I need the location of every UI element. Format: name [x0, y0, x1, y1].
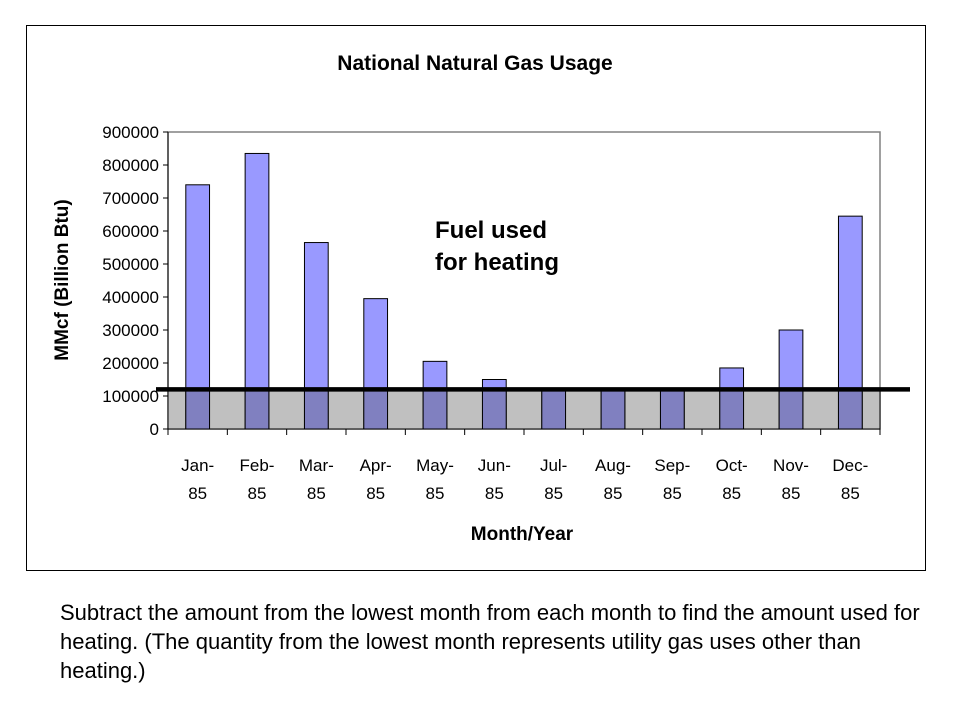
x-tick-label: Apr-: [360, 456, 392, 475]
chart-title: National Natural Gas Usage: [337, 52, 612, 75]
x-tick-label: 85: [782, 484, 801, 503]
x-tick-label: Jun-: [478, 456, 511, 475]
bar-baseline-portion-8: [659, 388, 685, 430]
bar-baseline-portion-7: [600, 388, 626, 430]
bar-baseline-portion-2: [303, 388, 329, 430]
x-axis-title: Month/Year: [471, 524, 574, 545]
x-tick-label: Dec-: [832, 456, 868, 475]
bar-baseline-portion-0: [185, 388, 211, 430]
x-tick-label: 85: [604, 484, 623, 503]
bar-baseline-portion-4: [422, 388, 448, 430]
y-tick-label: 800000: [102, 156, 159, 175]
baseline-band: [167, 388, 881, 430]
y-tick-label: 100000: [102, 387, 159, 406]
y-axis-title: MMcf (Billion Btu): [52, 199, 73, 360]
x-tick-label: Aug-: [595, 456, 631, 475]
bar-baseline-portion-10: [778, 388, 804, 430]
x-tick-label: Oct-: [716, 456, 748, 475]
caption-text: Subtract the amount from the lowest mont…: [60, 600, 920, 683]
x-tick-label: Nov-: [773, 456, 809, 475]
x-tick-label: 85: [663, 484, 682, 503]
y-axis-ticks: 900000 800000 700000 600000 500000 400000 3000…: [102, 123, 168, 439]
chart-frame: National Natural Gas Usage 900000 800000 7…: [26, 25, 926, 571]
chart-svg: National Natural Gas Usage 900000 800000 7…: [52, 52, 910, 545]
x-tick-label: 85: [544, 484, 563, 503]
bar-baseline-portion-1: [244, 388, 270, 430]
x-tick-label: 85: [248, 484, 267, 503]
x-tick-label: 85: [485, 484, 504, 503]
overlap-layer: [156, 387, 910, 430]
x-tick-label: Feb-: [240, 456, 275, 475]
x-tick-label: Jan-: [181, 456, 214, 475]
y-tick-label: 700000: [102, 189, 159, 208]
x-tick-label: 85: [426, 484, 445, 503]
y-tick-label: 200000: [102, 354, 159, 373]
y-tick-label: 900000: [102, 123, 159, 142]
bar-baseline-portion-6: [541, 388, 567, 430]
plot-area: [167, 131, 881, 430]
x-tick-label: Mar-: [299, 456, 334, 475]
bar-baseline-portion-9: [719, 388, 745, 430]
y-tick-label: 500000: [102, 255, 159, 274]
baseline-band-layer: [167, 388, 881, 430]
x-tick-label: 85: [722, 484, 741, 503]
x-tick-label: Jul-: [540, 456, 567, 475]
y-tick-label: 0: [150, 420, 159, 439]
x-tick-label: 85: [307, 484, 326, 503]
x-tick-label: May-: [416, 456, 454, 475]
x-tick-label: 85: [841, 484, 860, 503]
bar-baseline-portion-11: [837, 388, 863, 430]
x-tick-label: 85: [188, 484, 207, 503]
y-tick-label: 600000: [102, 222, 159, 241]
x-axis-ticks: Jan- 85 Feb- 85 Mar- 85 Apr- 85 May- 85 Jun- 85 Jul-…: [167, 429, 881, 503]
x-tick-label: 85: [366, 484, 385, 503]
y-tick-label: 300000: [102, 321, 159, 340]
bar-baseline-portion-3: [363, 388, 389, 430]
annotation-line-1: Fuel used: [435, 217, 547, 244]
x-tick-label: Sep-: [654, 456, 690, 475]
annotation-line-2: for heating: [435, 249, 559, 276]
bar-baseline-portion-5: [481, 388, 507, 430]
y-tick-label: 400000: [102, 288, 159, 307]
